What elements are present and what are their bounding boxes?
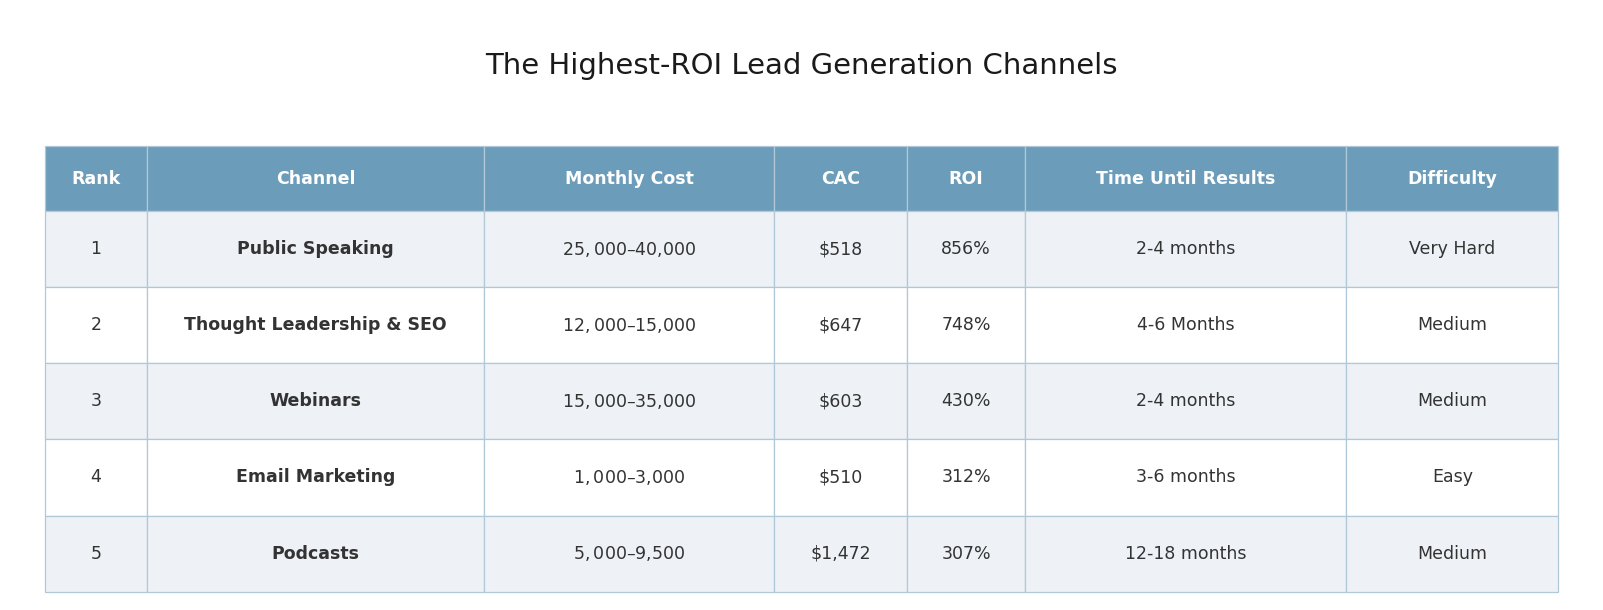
Text: Thought Leadership & SEO: Thought Leadership & SEO: [184, 316, 447, 334]
Bar: [774, 439, 907, 515]
Text: $25,000 – $40,000: $25,000 – $40,000: [561, 240, 696, 259]
Bar: [45, 211, 147, 287]
Text: 2-4 months: 2-4 months: [1137, 392, 1236, 411]
Bar: [147, 211, 484, 287]
Bar: [907, 287, 1024, 364]
Bar: [1024, 439, 1347, 515]
Bar: [774, 515, 907, 592]
Text: Medium: Medium: [1417, 392, 1488, 411]
Text: Very Hard: Very Hard: [1409, 240, 1496, 258]
Bar: [774, 211, 907, 287]
Text: Channel: Channel: [276, 170, 356, 188]
Text: Time Until Results: Time Until Results: [1096, 170, 1276, 188]
Text: $12,000 –  $15,000: $12,000 – $15,000: [561, 316, 696, 335]
Bar: [907, 364, 1024, 439]
Text: Difficulty: Difficulty: [1407, 170, 1497, 188]
Text: 4-6 Months: 4-6 Months: [1137, 316, 1234, 334]
Text: 307%: 307%: [941, 545, 991, 562]
Text: Medium: Medium: [1417, 545, 1488, 562]
Bar: [1347, 515, 1558, 592]
Text: $518: $518: [819, 240, 862, 258]
Text: Rank: Rank: [71, 170, 120, 188]
Text: 3: 3: [90, 392, 101, 411]
Bar: [45, 287, 147, 364]
Bar: [1347, 287, 1558, 364]
Bar: [1347, 211, 1558, 287]
Bar: [147, 287, 484, 364]
Bar: [484, 515, 774, 592]
Bar: [907, 515, 1024, 592]
Bar: [1024, 146, 1347, 211]
Text: 2: 2: [90, 316, 101, 334]
Text: Webinars: Webinars: [269, 392, 361, 411]
Text: ROI: ROI: [949, 170, 984, 188]
Text: Email Marketing: Email Marketing: [236, 468, 394, 487]
Bar: [147, 515, 484, 592]
Bar: [45, 439, 147, 515]
Bar: [774, 364, 907, 439]
Text: 2-4 months: 2-4 months: [1137, 240, 1236, 258]
Bar: [1347, 146, 1558, 211]
Bar: [1024, 287, 1347, 364]
Bar: [484, 364, 774, 439]
Bar: [147, 439, 484, 515]
Bar: [45, 364, 147, 439]
Bar: [484, 211, 774, 287]
Bar: [147, 364, 484, 439]
Text: Medium: Medium: [1417, 316, 1488, 334]
Text: 1: 1: [90, 240, 101, 258]
Text: Public Speaking: Public Speaking: [237, 240, 394, 258]
Bar: [774, 146, 907, 211]
Bar: [1024, 211, 1347, 287]
Text: 4: 4: [90, 468, 101, 487]
Text: 12-18 months: 12-18 months: [1125, 545, 1247, 562]
Text: The Highest-ROI Lead Generation Channels: The Highest-ROI Lead Generation Channels: [486, 52, 1117, 80]
Text: 5: 5: [90, 545, 101, 562]
Text: Podcasts: Podcasts: [271, 545, 359, 562]
Bar: [1347, 439, 1558, 515]
Bar: [1024, 364, 1347, 439]
Bar: [147, 146, 484, 211]
Text: CAC: CAC: [821, 170, 861, 188]
Bar: [484, 146, 774, 211]
Bar: [1347, 364, 1558, 439]
Text: 430%: 430%: [941, 392, 991, 411]
Text: Monthly Cost: Monthly Cost: [564, 170, 694, 188]
Text: $1,472: $1,472: [811, 545, 870, 562]
Text: $15,000 – $35,000: $15,000 – $35,000: [561, 392, 696, 411]
Text: 3-6 months: 3-6 months: [1137, 468, 1236, 487]
Bar: [907, 439, 1024, 515]
Text: $1,000 – $3,000: $1,000 – $3,000: [572, 468, 684, 487]
Text: Easy: Easy: [1431, 468, 1473, 487]
Text: $510: $510: [819, 468, 862, 487]
Bar: [45, 146, 147, 211]
Bar: [45, 515, 147, 592]
Text: 312%: 312%: [941, 468, 991, 487]
Bar: [484, 287, 774, 364]
Bar: [1024, 515, 1347, 592]
Text: 856%: 856%: [941, 240, 991, 258]
Text: $647: $647: [819, 316, 862, 334]
Text: $5,000 – $9,500: $5,000 – $9,500: [572, 544, 684, 563]
Bar: [907, 211, 1024, 287]
Text: $603: $603: [819, 392, 862, 411]
Bar: [484, 439, 774, 515]
Bar: [907, 146, 1024, 211]
Text: 748%: 748%: [941, 316, 991, 334]
Bar: [774, 287, 907, 364]
